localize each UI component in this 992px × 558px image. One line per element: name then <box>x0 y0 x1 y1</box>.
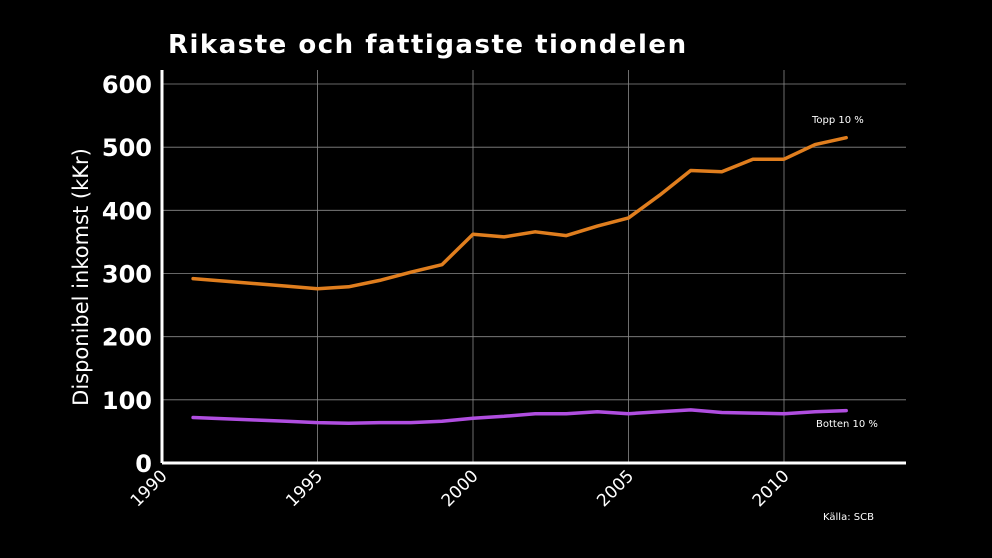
series-line-0 <box>191 135 848 291</box>
y-tick-label: 100 <box>102 387 152 415</box>
y-tick-label: 200 <box>102 324 152 352</box>
series-labels: Topp 10 % Botten 10 % <box>811 115 878 430</box>
source-label: Källa: SCB <box>823 512 874 523</box>
x-tick-label: 2000 <box>438 466 483 511</box>
x-tick-label: 2010 <box>749 466 794 511</box>
series-label-0: Topp 10 % <box>811 115 864 126</box>
y-tick-label: 400 <box>102 197 152 225</box>
y-tick-labels: 0 100 200 300 400 500 600 <box>102 71 152 478</box>
x-tick-label: 2005 <box>593 466 638 511</box>
y-tick-label: 0 <box>135 450 152 478</box>
x-tick-label: 1995 <box>282 466 327 511</box>
series-line-1 <box>191 408 848 425</box>
grid <box>162 70 906 463</box>
y-tick-label: 500 <box>102 134 152 162</box>
series-label-1: Botten 10 % <box>816 419 878 430</box>
axes <box>160 70 906 465</box>
y-tick-label: 600 <box>102 71 152 99</box>
x-tick-labels: 1990 1995 2000 2005 2010 <box>127 466 794 511</box>
y-axis-label: Disponibel inkomst (kKr) <box>69 148 93 406</box>
chart-title: Rikaste och fattigaste tiondelen <box>168 30 688 60</box>
series-lines <box>191 135 848 425</box>
y-tick-label: 300 <box>102 261 152 289</box>
